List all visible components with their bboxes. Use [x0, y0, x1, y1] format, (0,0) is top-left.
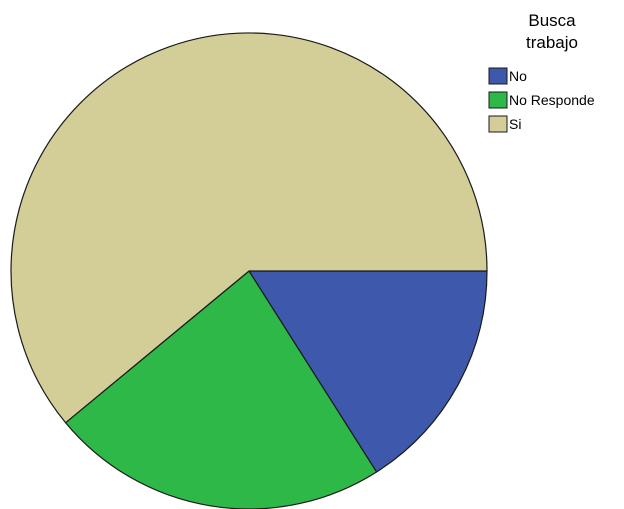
legend-items: No No Responde Si [488, 67, 595, 133]
legend-swatch-no [488, 67, 508, 85]
legend-title-line-1: Busca [528, 11, 576, 30]
pie-slices [10, 32, 488, 509]
legend-title-line-2: trabajo [526, 33, 578, 52]
legend-label-no: No [509, 68, 527, 84]
legend-swatch-no-responde [488, 91, 508, 109]
legend: Busca trabajo No No Responde Si [488, 11, 595, 133]
legend-swatch-si [488, 115, 508, 133]
pie-slice-no [248, 270, 488, 473]
pie-slice-no-responde [65, 270, 378, 509]
legend-label-si: Si [509, 116, 521, 132]
pie-slice-si [10, 32, 488, 424]
legend-label-no-responde: No Responde [509, 92, 595, 108]
